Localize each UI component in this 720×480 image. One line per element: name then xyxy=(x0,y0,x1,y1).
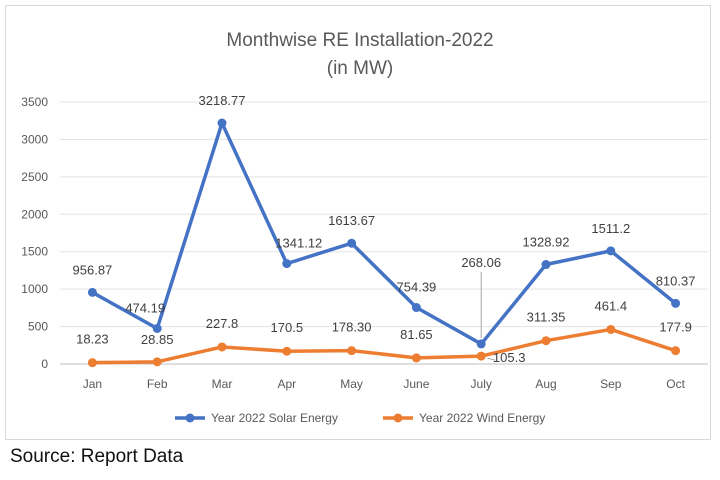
data-point xyxy=(541,336,551,346)
x-tick-label: May xyxy=(340,377,363,391)
data-label: 311.35 xyxy=(527,310,566,325)
series-line xyxy=(91,121,677,346)
data-point xyxy=(282,259,292,269)
data-label: 81.65 xyxy=(400,327,433,342)
data-label: 177.9 xyxy=(659,320,692,335)
x-tick-label: June xyxy=(403,377,429,391)
data-point xyxy=(217,118,227,128)
y-tick-label: 1000 xyxy=(21,282,48,296)
data-point xyxy=(671,298,681,308)
x-tick-label: Mar xyxy=(212,377,233,391)
y-tick-label: 3000 xyxy=(21,132,48,146)
x-tick-label: Jan xyxy=(83,377,102,391)
y-tick-label: 500 xyxy=(28,320,48,334)
data-label: 1511.2 xyxy=(591,221,630,236)
y-tick-label: 3500 xyxy=(21,95,48,109)
data-point xyxy=(282,346,292,356)
data-point xyxy=(411,353,421,363)
source-note: Source: Report Data xyxy=(10,446,184,467)
data-label: 3218.77 xyxy=(199,93,246,108)
data-label: 1328.92 xyxy=(523,235,570,250)
data-point xyxy=(87,358,97,368)
data-point xyxy=(476,351,486,361)
data-point xyxy=(606,324,616,334)
data-label: 28.85 xyxy=(141,332,174,347)
data-label: 474.19 xyxy=(125,301,165,316)
data-point xyxy=(347,346,357,356)
data-point xyxy=(606,246,616,256)
data-point xyxy=(671,346,681,356)
data-label: 178.30 xyxy=(332,320,372,335)
x-tick-label: Apr xyxy=(277,377,296,391)
x-tick-label: Oct xyxy=(666,377,685,391)
data-point xyxy=(476,339,486,349)
x-tick-label: Sep xyxy=(600,377,622,391)
chart-frame xyxy=(5,5,711,440)
data-point xyxy=(87,287,97,297)
data-label: 227.8 xyxy=(206,316,239,331)
data-point xyxy=(347,238,357,248)
y-tick-label: 2000 xyxy=(21,207,48,221)
chart-subtitle: (in MW) xyxy=(326,58,394,79)
data-point xyxy=(541,260,551,270)
data-label: 170.5 xyxy=(271,320,304,335)
x-tick-label: July xyxy=(471,377,492,391)
data-point xyxy=(152,324,162,334)
label-leader-line xyxy=(487,357,496,361)
series-line xyxy=(92,327,677,365)
chart-title: Monthwise RE Installation-2022 xyxy=(226,30,494,51)
data-label: 461.4 xyxy=(595,298,628,313)
data-label: 754.39 xyxy=(397,280,437,295)
y-tick-label: 0 xyxy=(41,357,48,371)
data-point xyxy=(152,357,162,367)
line-chart: 0 500 1000 1500 2000 2500 3000 3500 Jan Feb Mar Apr… xyxy=(21,93,708,425)
data-label: 956.87 xyxy=(73,262,113,277)
data-label: 1341.12 xyxy=(275,236,322,251)
data-point xyxy=(217,342,227,352)
y-tick-label: 1500 xyxy=(21,245,48,259)
data-label: 105.3 xyxy=(493,350,526,365)
data-label: 1613.67 xyxy=(328,213,375,228)
data-label: 18.23 xyxy=(76,332,109,347)
y-tick-label: 2500 xyxy=(21,170,48,184)
data-point xyxy=(411,303,421,313)
legend-label: Year 2022 Solar Energy xyxy=(211,411,338,425)
legend-label: Year 2022 Wind Energy xyxy=(419,411,545,425)
legend-marker xyxy=(185,413,195,423)
data-label: 268.06 xyxy=(461,255,501,270)
data-label: 810.37 xyxy=(656,273,696,288)
x-tick-label: Feb xyxy=(147,377,168,391)
legend-marker xyxy=(393,413,403,423)
x-tick-label: Aug xyxy=(535,377,556,391)
